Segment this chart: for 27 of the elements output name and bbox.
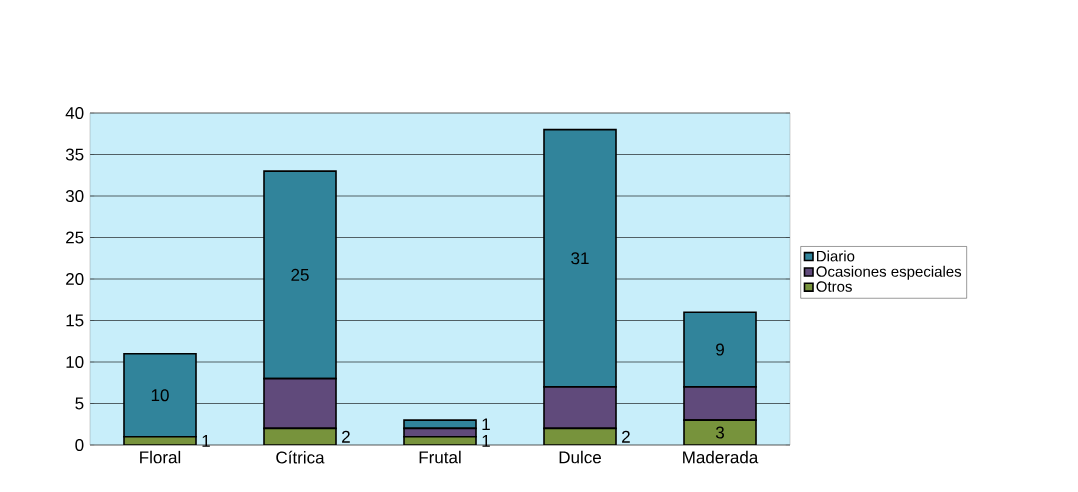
y-tick-label: 35 (65, 148, 84, 161)
x-tick-label: Floral (140, 450, 181, 464)
y-tick-label: 10 (66, 355, 84, 369)
data-label: 3 (715, 426, 724, 439)
data-label: 1 (482, 418, 490, 431)
x-tick-label: Cítrica (276, 450, 325, 464)
data-label: 1 (202, 434, 210, 447)
data-label: 9 (716, 343, 724, 356)
y-tick-label: 20 (66, 272, 84, 286)
data-label: 31 (571, 252, 589, 265)
data-label: 1 (482, 434, 490, 447)
data-label: 2 (342, 430, 350, 443)
data-label: 25 (291, 268, 309, 281)
x-tick-label: Frutal (419, 450, 461, 464)
y-tick-label: 30 (65, 189, 84, 203)
y-tick-label: 5 (75, 397, 84, 410)
legend-label: Otros (816, 281, 852, 292)
legend-label: Ocasiones especiales (816, 265, 962, 280)
x-tick-label: Dulce (559, 450, 601, 464)
y-tick-label: 40 (65, 106, 84, 120)
y-tick-label: 15 (66, 314, 84, 327)
x-tick-label: Maderada (683, 450, 759, 464)
legend-label: Diario (817, 250, 855, 262)
data-label: 2 (622, 430, 630, 443)
y-tick-label: 25 (66, 231, 84, 244)
y-tick-label: 0 (75, 438, 84, 452)
data-label: 10 (151, 389, 169, 402)
